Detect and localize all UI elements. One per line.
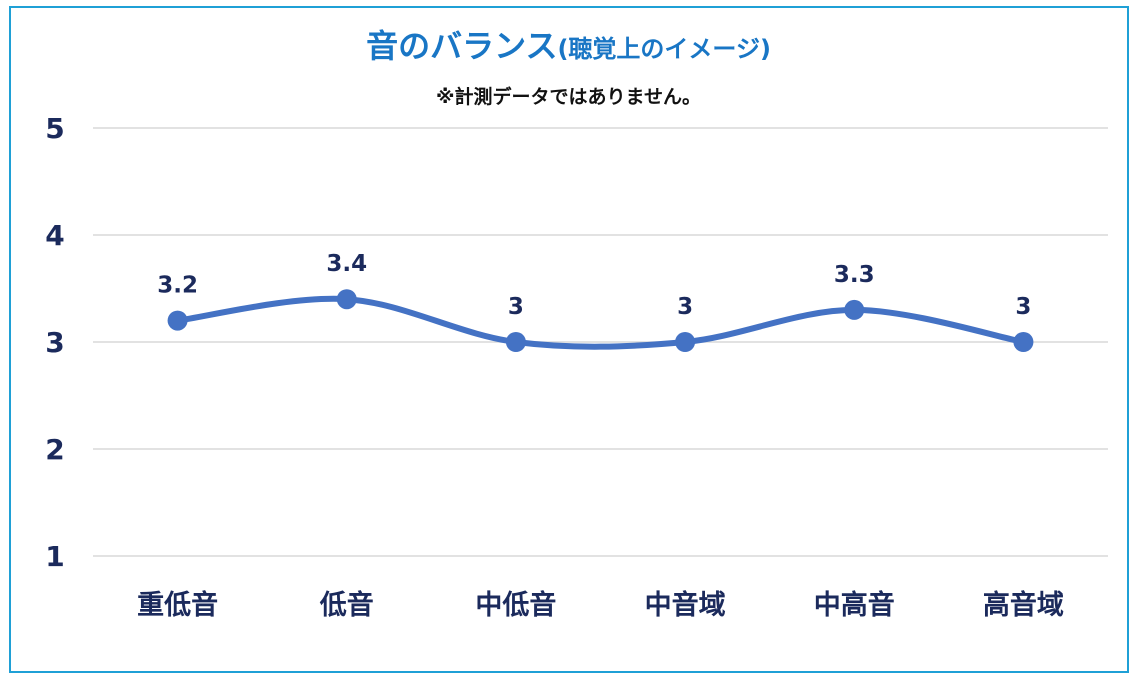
chart-subtitle: ※計測データではありません。 xyxy=(436,86,701,108)
y-tick-label: 1 xyxy=(45,540,64,573)
data-point xyxy=(844,299,865,320)
chart-title: 音のバランス(聴覚上のイメージ) xyxy=(0,30,1137,62)
data-label: 3 xyxy=(508,294,524,320)
data-point xyxy=(675,332,696,352)
data-point xyxy=(336,289,357,310)
y-tick-label: 3 xyxy=(45,326,64,359)
x-tick-label: 重低音 xyxy=(137,589,218,621)
x-tick-label: 低音 xyxy=(319,589,374,621)
y-tick-label: 2 xyxy=(45,433,64,466)
x-tick-label: 中高音 xyxy=(814,589,895,621)
data-label: 3.3 xyxy=(834,262,875,288)
data-point xyxy=(505,332,526,352)
data-label: 3 xyxy=(677,294,693,320)
chart-title-paren: (聴覚上のイメージ) xyxy=(557,35,771,63)
data-label: 3.4 xyxy=(326,251,367,277)
x-tick-label: 中音域 xyxy=(645,589,726,621)
data-label: 3 xyxy=(1015,294,1031,320)
data-point xyxy=(167,310,188,331)
data-point xyxy=(1013,332,1034,352)
y-tick-label: 5 xyxy=(45,112,64,145)
x-tick-label: 高音域 xyxy=(983,589,1064,621)
data-label: 3.2 xyxy=(157,273,198,299)
chart-title-main: 音のバランス xyxy=(366,27,558,65)
chart-frame xyxy=(9,6,1129,673)
series-line xyxy=(174,295,1027,350)
x-tick-label: 中低音 xyxy=(475,589,556,621)
y-tick-label: 4 xyxy=(45,219,64,252)
